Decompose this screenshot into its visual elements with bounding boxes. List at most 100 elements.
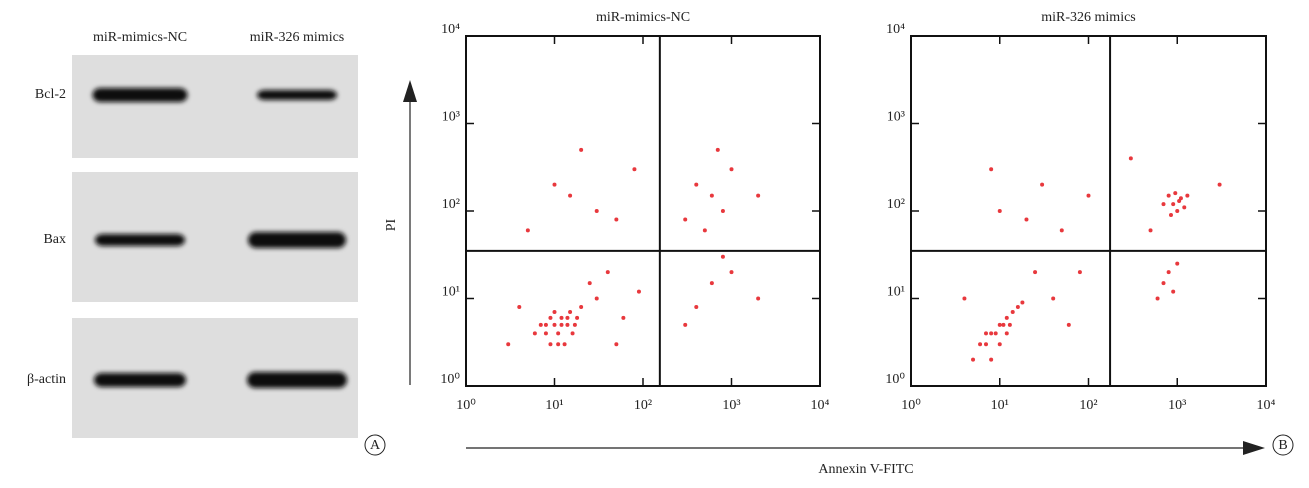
point bbox=[1007, 322, 1012, 327]
point bbox=[1128, 156, 1133, 161]
point bbox=[506, 342, 511, 347]
point bbox=[575, 315, 580, 320]
point bbox=[756, 296, 761, 301]
y-tick-label: 10³ bbox=[887, 110, 905, 125]
point bbox=[1040, 182, 1045, 187]
column-label: miR-326 mimics bbox=[250, 30, 345, 45]
y-tick-label: 10⁰ bbox=[440, 372, 460, 387]
y-axis-label: PI bbox=[384, 218, 399, 231]
point bbox=[587, 281, 592, 286]
point bbox=[579, 147, 584, 152]
point bbox=[579, 304, 584, 309]
x-tick-label: 10² bbox=[1079, 398, 1097, 413]
point bbox=[614, 342, 619, 347]
point bbox=[1173, 191, 1178, 196]
point bbox=[720, 254, 725, 259]
blot-band bbox=[248, 232, 346, 248]
point bbox=[562, 342, 567, 347]
point bbox=[1175, 261, 1180, 266]
y-tick-label: 10¹ bbox=[887, 285, 905, 300]
point bbox=[594, 209, 599, 213]
chart-title: miR-mimics-NC bbox=[596, 10, 690, 25]
point bbox=[989, 167, 994, 172]
x-axis-label: Annexin V-FITC bbox=[818, 462, 913, 477]
point bbox=[1168, 213, 1173, 218]
row-label: β-actin bbox=[27, 372, 66, 387]
point bbox=[570, 331, 575, 336]
plot-frame bbox=[910, 35, 1267, 387]
y-tick-label: 10¹ bbox=[442, 285, 460, 300]
x-tick-label: 10² bbox=[634, 398, 652, 413]
point bbox=[548, 315, 553, 320]
point bbox=[559, 315, 564, 320]
point bbox=[709, 193, 714, 198]
point bbox=[702, 228, 707, 233]
point bbox=[538, 322, 543, 327]
arrow-head bbox=[1243, 441, 1265, 455]
x-tick-label: 10⁴ bbox=[1257, 398, 1276, 413]
point bbox=[1161, 202, 1166, 207]
point bbox=[1166, 193, 1171, 198]
chart-title: miR-326 mimics bbox=[1041, 10, 1136, 25]
point bbox=[636, 289, 641, 294]
point bbox=[978, 342, 983, 347]
point bbox=[543, 322, 548, 327]
point bbox=[1066, 322, 1071, 327]
point bbox=[1051, 296, 1056, 301]
point bbox=[605, 270, 610, 275]
point bbox=[984, 331, 989, 336]
x-tick-label: 10⁰ bbox=[456, 398, 476, 413]
point bbox=[556, 342, 561, 347]
point bbox=[715, 147, 720, 152]
point bbox=[729, 270, 734, 275]
point bbox=[565, 315, 570, 320]
point bbox=[568, 310, 573, 315]
point bbox=[1175, 209, 1180, 213]
point bbox=[1166, 270, 1171, 275]
point bbox=[756, 193, 761, 198]
point bbox=[1077, 270, 1082, 275]
point bbox=[532, 331, 537, 336]
point bbox=[989, 357, 994, 362]
point bbox=[517, 304, 522, 309]
point bbox=[1171, 289, 1176, 294]
panel-label: A bbox=[370, 438, 381, 453]
point bbox=[1024, 217, 1029, 222]
y-tick-label: 10³ bbox=[442, 110, 460, 125]
point bbox=[1161, 281, 1166, 286]
point bbox=[1020, 300, 1025, 305]
column-label: miR-mimics-NC bbox=[93, 30, 187, 45]
point bbox=[556, 331, 561, 336]
x-tick-label: 10⁰ bbox=[901, 398, 921, 413]
point bbox=[568, 193, 573, 198]
point bbox=[683, 217, 688, 222]
blot-strip bbox=[72, 55, 358, 158]
point bbox=[594, 296, 599, 301]
point bbox=[694, 304, 699, 309]
point bbox=[552, 322, 557, 327]
point bbox=[1001, 322, 1006, 327]
point bbox=[565, 322, 570, 327]
point bbox=[729, 167, 734, 172]
y-tick-label: 10⁴ bbox=[886, 22, 905, 37]
point bbox=[552, 310, 557, 315]
point bbox=[720, 209, 725, 213]
point bbox=[621, 315, 626, 320]
point bbox=[1004, 315, 1009, 320]
point bbox=[694, 182, 699, 187]
x-tick-label: 10³ bbox=[722, 398, 740, 413]
point bbox=[1171, 202, 1176, 207]
point bbox=[683, 322, 688, 327]
plot-frame bbox=[465, 35, 821, 387]
panel-label: B bbox=[1278, 438, 1287, 453]
point bbox=[1015, 304, 1020, 309]
row-label: Bcl-2 bbox=[35, 87, 66, 102]
point bbox=[1177, 199, 1182, 204]
point bbox=[552, 182, 557, 187]
point bbox=[632, 167, 637, 172]
blot-band bbox=[92, 88, 188, 102]
point bbox=[997, 209, 1002, 213]
point bbox=[997, 322, 1002, 327]
y-tick-label: 10⁴ bbox=[441, 22, 460, 37]
